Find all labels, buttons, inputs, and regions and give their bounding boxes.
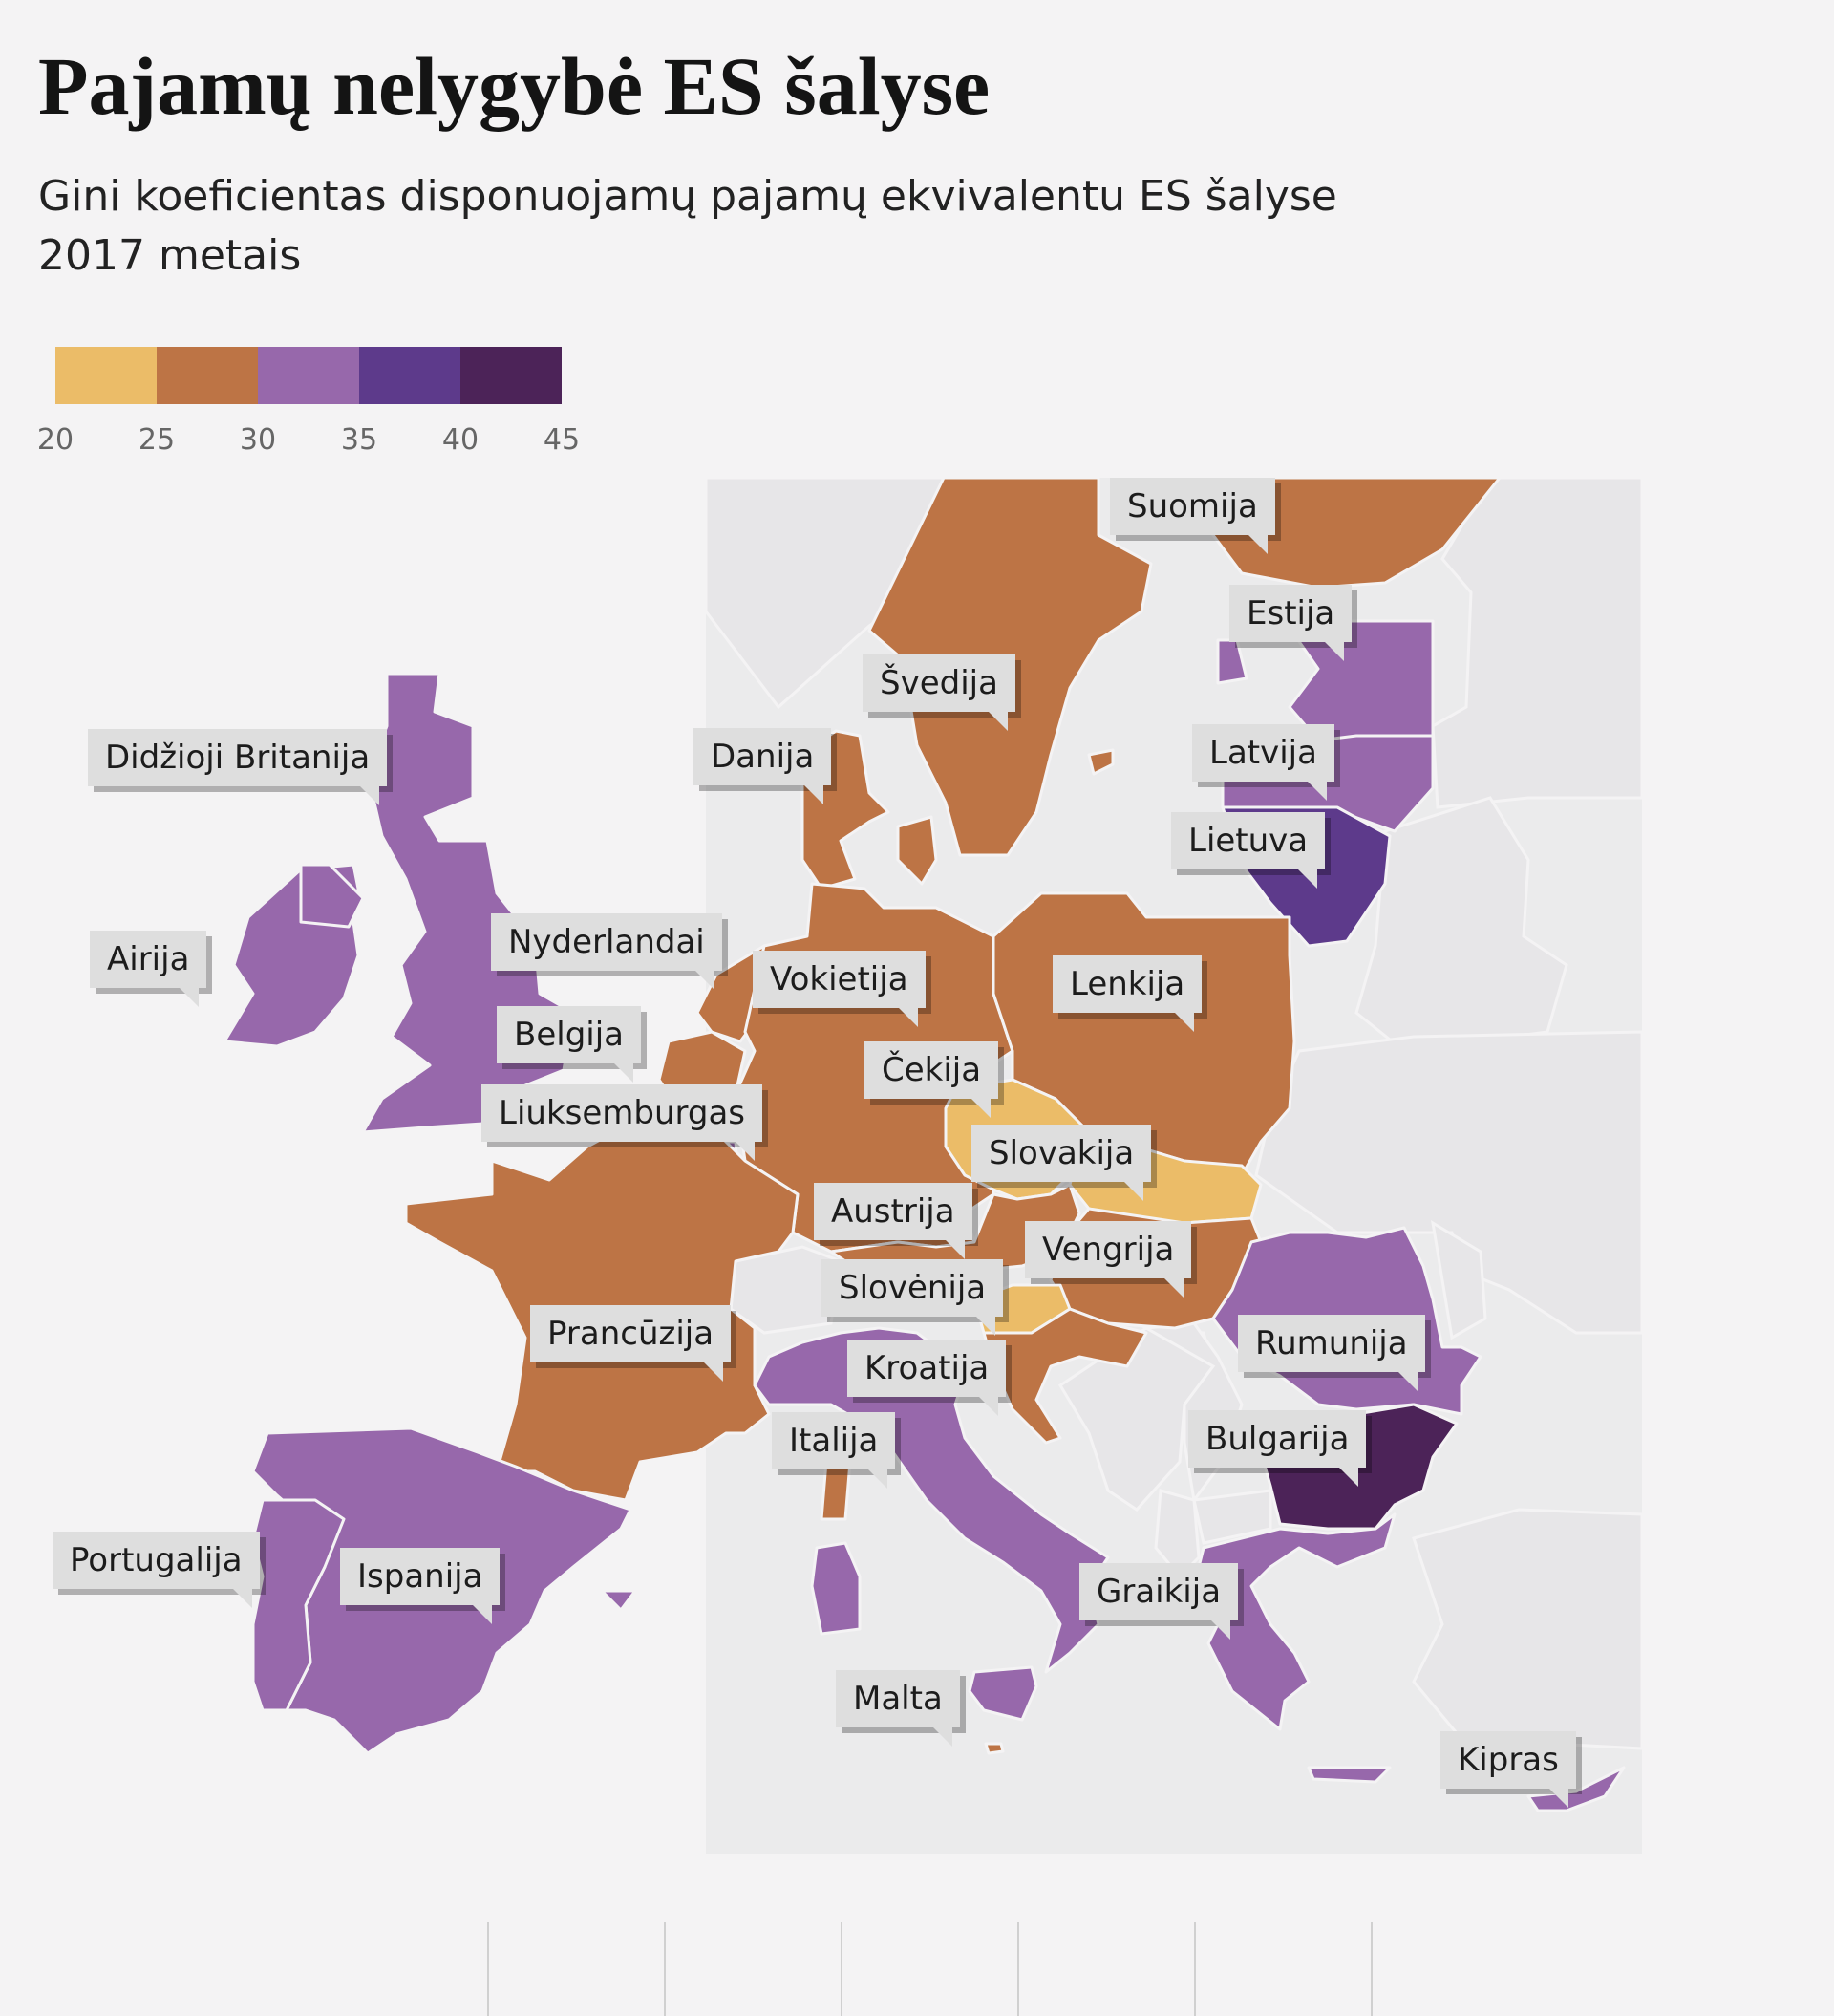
label-graikija: Graikija xyxy=(1079,1563,1239,1640)
sardinia-shape xyxy=(810,1541,862,1636)
macedonia-shape xyxy=(1192,1489,1272,1545)
legend-swatch-20-25 xyxy=(55,347,157,404)
moldova-shape xyxy=(1430,1220,1487,1340)
russia-shape xyxy=(1431,476,1644,809)
divider xyxy=(1194,1922,1196,2016)
ukraine-shape xyxy=(1254,1030,1644,1335)
country-kroatija xyxy=(982,1307,1148,1445)
crete-shape xyxy=(1307,1766,1392,1784)
legend-tick: 30 xyxy=(239,423,277,457)
country-portugalija xyxy=(251,1498,346,1712)
legend-bar xyxy=(55,347,562,404)
divider xyxy=(487,1922,489,2016)
legend-tick: 45 xyxy=(543,423,581,457)
belarus-shape xyxy=(1354,796,1568,1053)
label-vokietija: Vokietija xyxy=(753,951,926,1027)
label-rumunija: Rumunija xyxy=(1238,1315,1425,1391)
divider xyxy=(664,1922,666,2016)
label-portugalija: Portugalija xyxy=(53,1532,260,1608)
label-nyderlandai: Nyderlandai xyxy=(491,913,722,990)
label-kroatija: Kroatija xyxy=(847,1340,1007,1416)
divider xyxy=(1371,1922,1373,2016)
label-suomija: Suomija xyxy=(1110,478,1275,554)
label-ispanija: Ispanija xyxy=(340,1548,501,1624)
label-liuksemburgas: Liuksemburgas xyxy=(481,1084,763,1161)
balearic-shape xyxy=(600,1589,637,1612)
label-cekija: Čekija xyxy=(864,1041,999,1118)
label-latvija: Latvija xyxy=(1192,724,1334,801)
legend-swatch-25-30 xyxy=(157,347,258,404)
northern-ireland xyxy=(299,863,365,929)
label-didzioji-britanija: Didžioji Britanija xyxy=(88,729,388,805)
label-danija: Danija xyxy=(693,728,832,804)
label-prancuzija: Prancūzija xyxy=(530,1305,732,1382)
label-airija: Airija xyxy=(90,931,207,1007)
estonia-island xyxy=(1216,638,1248,685)
corsica-shape xyxy=(820,1460,852,1521)
legend-swatch-40-45 xyxy=(460,347,562,404)
divider xyxy=(1017,1922,1019,2016)
legend-swatch-35-40 xyxy=(359,347,460,404)
legend-tick: 20 xyxy=(36,423,75,457)
divider xyxy=(841,1922,842,2016)
label-estija: Estija xyxy=(1229,585,1353,661)
gotland-shape xyxy=(1087,748,1115,776)
sicily-shape xyxy=(968,1665,1038,1722)
label-austrija: Austrija xyxy=(814,1183,972,1259)
country-graikija xyxy=(1192,1512,1397,1731)
legend-tick: 25 xyxy=(138,423,176,457)
country-malta xyxy=(984,1742,1005,1755)
label-lenkija: Lenkija xyxy=(1053,955,1203,1032)
page-title: Pajamų nelygybė ES šalyse xyxy=(38,40,991,132)
zealand-shape xyxy=(896,815,938,886)
page-subtitle: Gini koeficientas disponuojamų pajamų ek… xyxy=(38,172,1337,280)
country-didzioji-britanija xyxy=(361,672,575,1134)
label-lietuva: Lietuva xyxy=(1171,812,1326,889)
label-svedija: Švedija xyxy=(863,654,1015,731)
legend-swatch-30-35 xyxy=(258,347,359,404)
label-slovenija: Slovėnija xyxy=(821,1259,1004,1336)
label-slovakija: Slovakija xyxy=(971,1125,1152,1201)
label-bulgarija: Bulgarija xyxy=(1188,1410,1367,1487)
turkey-shape xyxy=(1412,1508,1644,1750)
legend-tick: 40 xyxy=(441,423,480,457)
label-belgija: Belgija xyxy=(497,1006,641,1083)
label-malta: Malta xyxy=(836,1670,960,1747)
color-legend: 20 25 30 35 40 45 xyxy=(37,347,580,461)
label-italija: Italija xyxy=(772,1412,896,1489)
label-vengrija: Vengrija xyxy=(1025,1221,1192,1298)
legend-tick: 35 xyxy=(340,423,378,457)
label-kipras: Kipras xyxy=(1440,1731,1576,1808)
legend-ticks: 20 25 30 35 40 45 xyxy=(37,423,580,461)
